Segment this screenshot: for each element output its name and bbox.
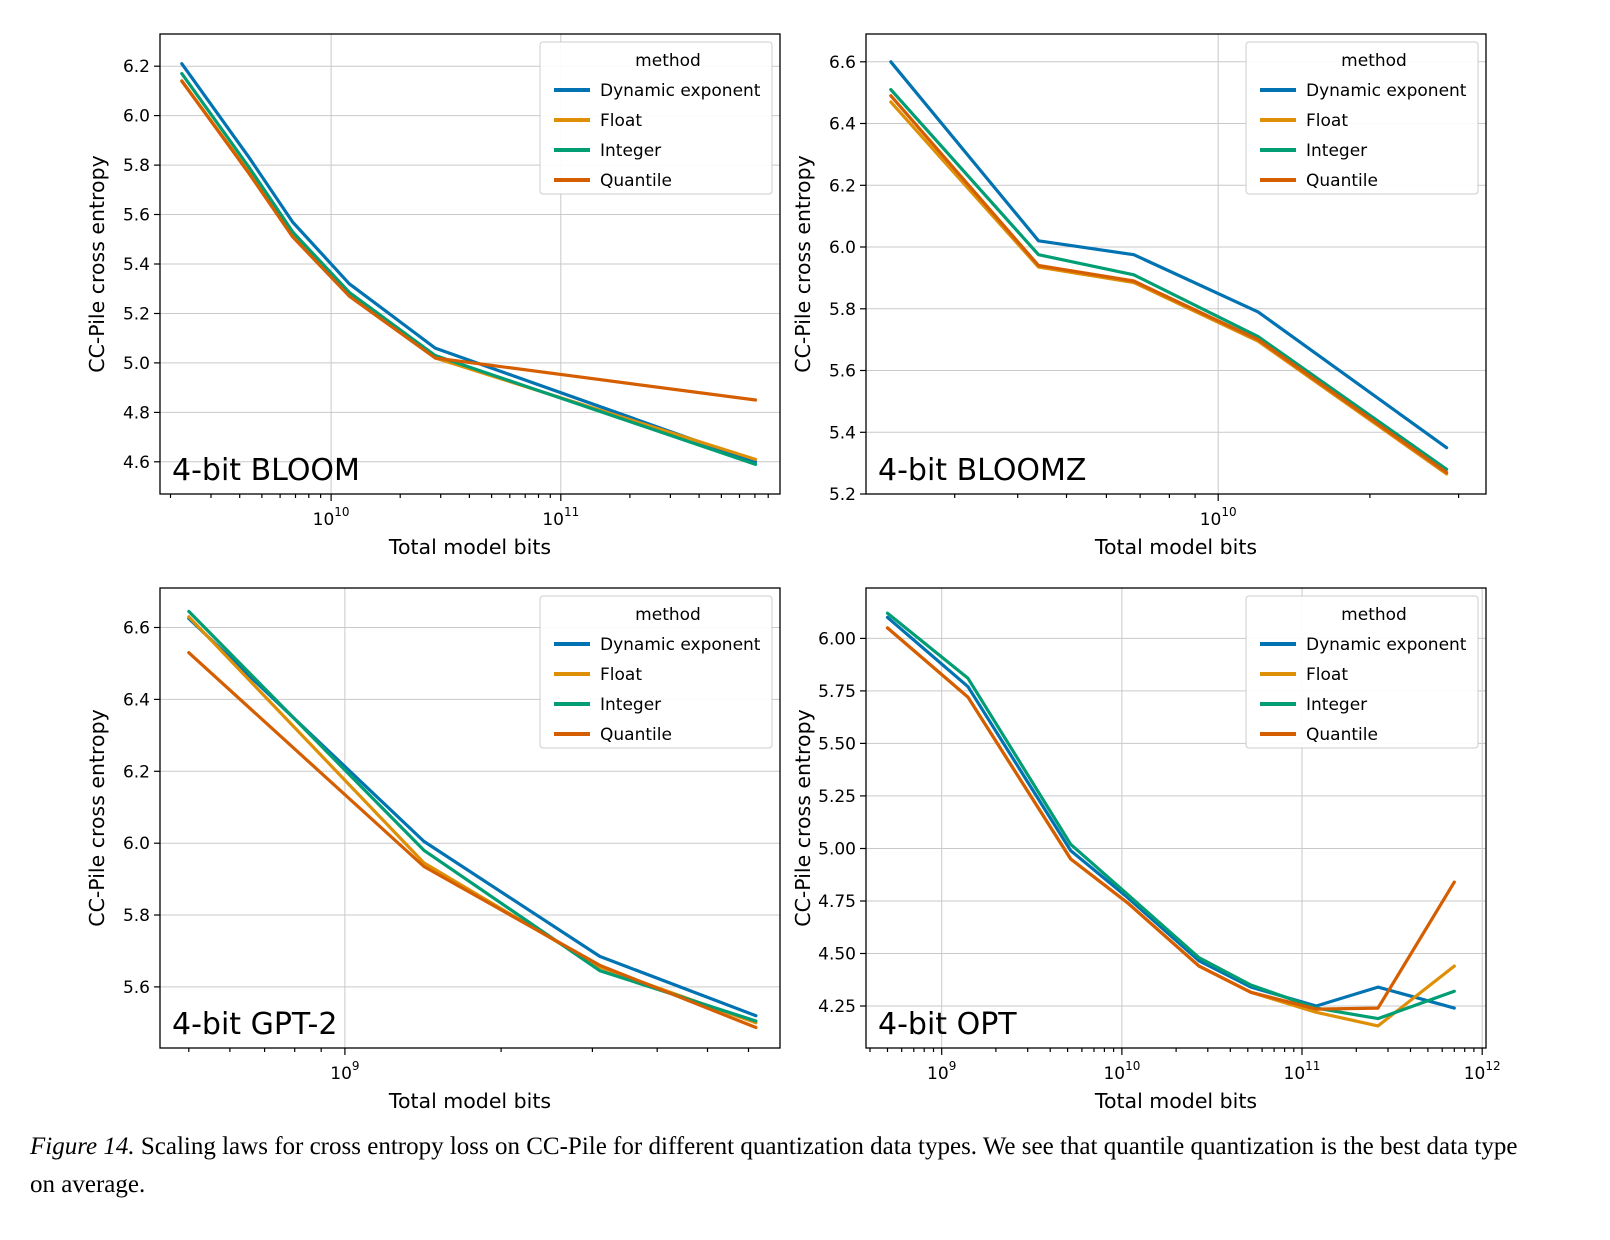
legend-title: method	[1341, 605, 1407, 625]
legend-label-integer: Integer	[1306, 141, 1367, 161]
x-tick-label: 1010	[313, 505, 350, 530]
legend: method Dynamic exponent Float Integer Quanti…	[1245, 595, 1479, 749]
series-line-dynamic-exponent	[180, 62, 758, 464]
x-tick-label: 1010	[1200, 505, 1237, 530]
legend-label-dynamic-exponent: Dynamic exponent	[1306, 635, 1467, 655]
series-line-quantile	[180, 79, 758, 402]
y-tick-label: 5.00	[818, 839, 856, 859]
plot-title: 4-bit OPT	[878, 1007, 1017, 1042]
legend-title: method	[635, 51, 701, 71]
legend-label-integer: Integer	[600, 141, 661, 161]
legend-label-float: Float	[600, 111, 642, 131]
y-tick-label: 5.25	[818, 787, 856, 807]
legend-box	[539, 595, 773, 749]
y-tick-label: 5.6	[123, 206, 150, 226]
series-line-dynamic-exponent	[885, 615, 1456, 1010]
y-tick-label: 4.8	[123, 403, 150, 423]
y-axis-label: CC-Pile cross entropy	[85, 155, 109, 372]
y-tick-label: 5.75	[818, 682, 856, 702]
legend-label-quantile: Quantile	[1306, 171, 1378, 191]
caption-text: Scaling laws for cross entropy loss on C…	[30, 1133, 1518, 1198]
legend-label-float: Float	[600, 665, 642, 685]
series-line-quantile	[885, 626, 1456, 1011]
y-tick-label: 5.8	[829, 300, 856, 320]
y-tick-label: 6.2	[123, 762, 150, 782]
legend-label-quantile: Quantile	[600, 725, 672, 745]
legend-label-float: Float	[1306, 665, 1348, 685]
series-line-integer	[885, 611, 1456, 1021]
legend-box	[539, 41, 773, 195]
plot-title: 4-bit GPT-2	[172, 1007, 337, 1042]
legend: method Dynamic exponent Float Integer Quanti…	[539, 595, 773, 749]
series-line-quantile	[889, 94, 1449, 474]
y-tick-label: 4.75	[818, 892, 856, 912]
legend-label-dynamic-exponent: Dynamic exponent	[1306, 81, 1467, 101]
series-line-integer	[889, 87, 1449, 471]
x-axis-label: Total model bits	[388, 535, 551, 558]
figure-caption: Figure 14. Scaling laws for cross entrop…	[30, 1128, 1535, 1203]
y-tick-label: 5.50	[818, 734, 856, 754]
y-tick-label: 6.0	[123, 834, 150, 854]
y-axis-label: CC-Pile cross entropy	[791, 155, 815, 372]
chart-4bit-gpt2: 5.6 5.8 6.0 6.2 6.4 6.6 109 Total model bits CC-…	[85, 587, 781, 1112]
y-tick-label: 4.50	[818, 944, 856, 964]
legend: method Dynamic exponent Float Integer Quanti…	[539, 41, 773, 195]
plot-title: 4-bit BLOOMZ	[878, 453, 1086, 488]
legend-label-integer: Integer	[600, 695, 661, 715]
x-tick-label: 1011	[1284, 1059, 1321, 1084]
plot-border	[865, 33, 1487, 495]
y-tick-label: 6.2	[123, 57, 150, 77]
legend-box	[1245, 595, 1479, 749]
caption-label: Figure 14.	[30, 1133, 135, 1160]
y-tick-label: 5.4	[123, 255, 150, 275]
legend-label-dynamic-exponent: Dynamic exponent	[600, 81, 761, 101]
y-tick-label: 4.6	[123, 453, 150, 473]
y-tick-label: 5.8	[123, 906, 150, 926]
y-tick-label: 6.0	[123, 107, 150, 127]
chart-4bit-bloom: 4.6 4.8 5.0 5.2 5.4 5.6 5.8 6.0 6.2 1010 1011 Total…	[85, 33, 781, 558]
y-tick-label: 6.0	[829, 238, 856, 258]
legend: method Dynamic exponent Float Integer Quanti…	[1245, 41, 1479, 195]
y-axis-label: CC-Pile cross entropy	[85, 709, 109, 926]
y-axis-label: CC-Pile cross entropy	[791, 709, 815, 926]
series-line-integer	[180, 71, 758, 466]
y-tick-label: 5.8	[123, 156, 150, 176]
y-tick-label: 6.6	[123, 619, 150, 639]
x-tick-label: 1012	[1464, 1059, 1501, 1084]
chart-4bit-opt: 4.25 4.50 4.75 5.00 5.25 5.50 5.75 6.00 109 1010 1…	[791, 587, 1501, 1112]
x-axis-label: Total model bits	[1094, 1089, 1257, 1112]
y-tick-label: 5.0	[123, 354, 150, 374]
y-tick-label: 4.25	[818, 997, 856, 1017]
series-line-dynamic-exponent	[889, 60, 1449, 450]
y-tick-label: 5.2	[829, 485, 856, 505]
x-tick-label: 1011	[542, 505, 579, 530]
legend-label-quantile: Quantile	[600, 171, 672, 191]
legend-box	[1245, 41, 1479, 195]
y-tick-label: 5.6	[829, 362, 856, 382]
legend-title: method	[635, 605, 701, 625]
legend-label-float: Float	[1306, 111, 1348, 131]
y-tick-label: 6.4	[123, 690, 150, 710]
x-tick-label: 109	[330, 1059, 359, 1084]
chart-4bit-bloomz: 5.2 5.4 5.6 5.8 6.0 6.2 6.4 6.6 1010 Total model …	[791, 33, 1487, 558]
legend-label-quantile: Quantile	[1306, 725, 1378, 745]
x-axis-label: Total model bits	[388, 1089, 551, 1112]
y-tick-label: 6.2	[829, 176, 856, 196]
series-line-quantile	[187, 651, 758, 1030]
y-tick-label: 6.00	[818, 629, 856, 649]
legend-title: method	[1341, 51, 1407, 71]
y-tick-label: 5.4	[829, 423, 856, 443]
x-tick-label: 109	[927, 1059, 956, 1084]
y-tick-label: 5.2	[123, 304, 150, 324]
plot-title: 4-bit BLOOM	[172, 453, 360, 488]
y-tick-label: 5.6	[123, 978, 150, 998]
plot-border	[159, 587, 781, 1049]
y-tick-label: 6.6	[829, 53, 856, 73]
legend-label-integer: Integer	[1306, 695, 1367, 715]
x-axis-label: Total model bits	[1094, 535, 1257, 558]
legend-label-dynamic-exponent: Dynamic exponent	[600, 635, 761, 655]
y-tick-label: 6.4	[829, 115, 856, 135]
x-tick-label: 1010	[1103, 1059, 1140, 1084]
